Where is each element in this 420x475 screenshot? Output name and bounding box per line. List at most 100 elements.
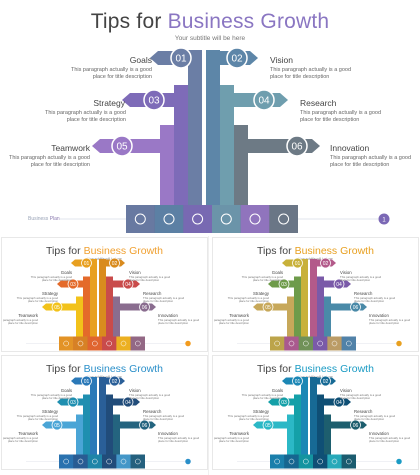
branch-arrow [347,398,351,406]
thumb-label: Goals [60,388,72,393]
thumb-label: Strategy [41,291,58,296]
number-badge [350,301,361,313]
number-badge [292,375,303,387]
number-badge [278,396,290,408]
thumb-desc: This paragraph actually is a good place … [30,275,72,283]
branch-arrow [57,280,61,288]
lightbulb-icon [346,458,352,465]
number-badge [262,419,274,431]
thumb-desc: This paragraph actually is a good place … [340,393,382,401]
thumbnail-blue[interactable]: Tips for Business Growth Your subtitle w… [2,356,207,469]
thumb-desc: This paragraph actually is a good place … [158,436,200,444]
branch-arrow [92,139,100,153]
branch-arrow [250,51,258,65]
stem [106,394,113,455]
number-text: 02 [323,379,329,385]
thumb-desc: This paragraph actually is a good place … [16,414,58,422]
stem [234,125,248,205]
thumbnail-orange[interactable]: Tips for Business Growth Your subtitle w… [2,238,207,351]
page-subtitle: Your subtitle will be here [174,35,246,42]
stem [220,85,234,205]
number-badge [278,278,290,290]
lightbulb-icon [135,340,141,347]
icon-cell [270,336,285,351]
stem [106,276,113,337]
number-badge [139,419,150,431]
icon-cell [102,336,117,351]
thumb-label: Research [354,291,373,296]
desc-goals: This paragraph actually is a good place … [70,67,152,80]
page-indicator [396,340,402,347]
number-badge [51,419,63,431]
branch-arrow [121,377,125,385]
desc-vision: This paragraph actually is a good place … [270,67,352,80]
page-indicator [185,340,191,347]
number-badge [67,396,79,408]
stem [76,296,83,337]
number-text: 02 [231,54,243,65]
stem [113,296,120,337]
thumbnail-multi[interactable]: Tips for Business Growth Your subtitle w… [213,238,418,351]
stem [287,414,294,455]
icon-cell [130,336,145,351]
page-indicator [185,458,191,465]
icon-cell [130,454,145,469]
number-badge [122,278,134,290]
thumb-label: Innovation [369,431,389,436]
branch-arrow [312,139,320,153]
number-badge [262,301,274,313]
icon-cell [59,336,74,351]
lightbulb-icon [346,340,352,347]
number-text: 04 [125,400,131,406]
thumb-label: Vision [340,388,352,393]
number-text: 06 [291,142,303,153]
icon-cell [327,336,342,351]
team-icon [63,340,69,347]
number-badge [111,135,133,157]
thumb-label: Strategy [41,409,58,414]
label-research: Research [300,98,337,108]
icon-cell [183,205,212,233]
branch-arrow [71,377,75,385]
icon-cell [73,336,88,351]
lightbulb-icon [135,458,141,465]
branch [120,303,152,311]
thumb-label: Goals [271,270,283,275]
page-indicator [378,213,390,225]
thumb-desc: This paragraph actually is a good place … [143,414,185,422]
number-badge [67,278,79,290]
icon-cell [270,454,285,469]
stem [188,50,202,205]
desc-innovation: This paragraph actually is a good place … [330,155,412,168]
target-icon [92,458,98,465]
thumb-label: Teamwork [18,431,38,436]
page-indicator [396,458,402,465]
thumb-label: Goals [271,388,283,393]
chess-icon [317,340,323,347]
branch-arrow [121,259,125,267]
branch-arrow [268,280,272,288]
chart-icon [120,458,127,465]
stem [294,394,301,455]
branch-arrow [363,303,367,311]
icon-cell [298,454,313,469]
number-text: 02 [323,261,329,267]
icon-cell [341,454,356,469]
thumbnail-teal[interactable]: Tips for Business Growth Your subtitle w… [213,356,418,469]
icon-cell [269,205,298,233]
thumb-desc: This paragraph actually is a good place … [2,436,38,444]
chess-icon [317,458,323,465]
desc-teamwork: This paragraph actually is a good place … [8,155,90,168]
thumb-desc: This paragraph actually is a good place … [369,318,411,326]
number-text: 05 [54,305,60,311]
stem [99,377,106,455]
number-text: 04 [336,400,342,406]
thumb-desc: This paragraph actually is a good place … [369,436,411,444]
icon-cell [116,336,131,351]
icon-cell [73,454,88,469]
label-teamwork: Teamwork [51,143,90,153]
branch-arrow [71,259,75,267]
branch-arrow [268,398,272,406]
number-badge [81,375,92,387]
number-badge [333,396,345,408]
